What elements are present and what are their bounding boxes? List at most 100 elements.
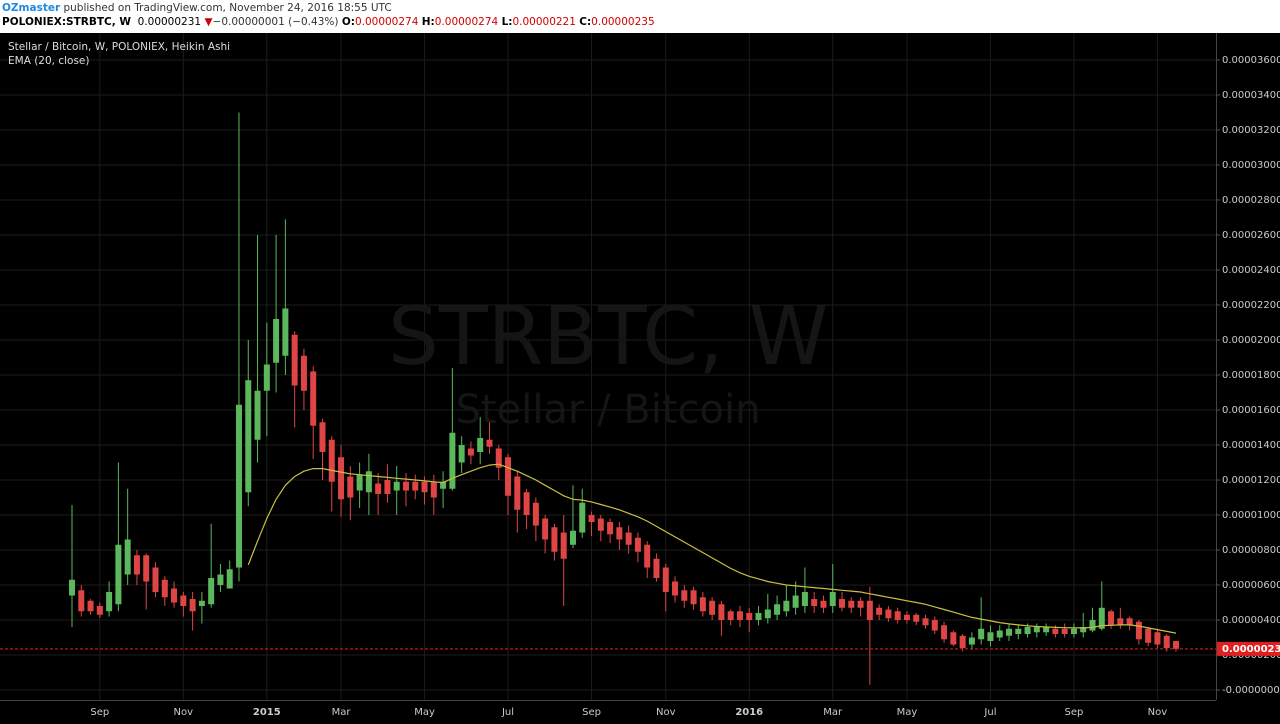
y-tick-label: 0.00001000	[1222, 510, 1280, 521]
background	[0, 33, 1280, 724]
x-tick-label: Jul	[983, 707, 996, 718]
candle-body	[1098, 607, 1105, 629]
candle-body	[894, 611, 901, 621]
candle-body	[885, 609, 892, 619]
candle-body	[727, 611, 734, 621]
ohlc-value: 0.00000274	[434, 16, 499, 28]
candle-body	[616, 527, 623, 540]
candle-body	[226, 569, 233, 589]
ema-line	[247, 463, 1177, 634]
candle-body	[189, 599, 196, 612]
candle-body	[208, 578, 215, 605]
candle-body	[699, 597, 706, 612]
candle-body	[430, 481, 437, 498]
x-tick-label: Nov	[1148, 707, 1168, 718]
last-price-badge	[1217, 641, 1280, 656]
candle-body	[347, 476, 354, 498]
candle-body	[978, 628, 985, 640]
candle-body	[607, 522, 614, 535]
candle-body	[523, 492, 530, 516]
candle-body	[903, 614, 910, 621]
x-tick-label: Jul	[501, 707, 514, 718]
header: OZmaster published on TradingView.com, N…	[0, 0, 1280, 33]
candle-body	[941, 625, 948, 640]
candle-body	[217, 574, 224, 586]
symbol: POLONIEX:STRBTC, W	[2, 16, 131, 28]
author[interactable]: OZmaster	[2, 2, 61, 14]
y-tick-label: 0.00003400	[1222, 90, 1280, 101]
x-tick-label: 2015	[253, 707, 281, 718]
arrow: ▼	[204, 16, 213, 28]
candle-body	[440, 481, 447, 489]
ohlc-label: C:	[579, 16, 592, 28]
candle-body	[393, 481, 400, 491]
x-tick-label: Sep	[582, 707, 601, 718]
candle-body	[1080, 627, 1087, 633]
candle-body	[783, 600, 790, 612]
candle-body	[820, 600, 827, 608]
candle-body	[310, 371, 317, 426]
candle-body	[1070, 628, 1077, 635]
candle-body	[672, 581, 679, 596]
candle-body	[876, 607, 883, 615]
y-tick-label: 0.00003200	[1222, 125, 1280, 136]
candle-body	[421, 481, 428, 493]
x-tick-label: Sep	[1065, 707, 1084, 718]
y-tick-label: 0.00000800	[1222, 545, 1280, 556]
x-tick-label: Nov	[174, 707, 194, 718]
candle-body	[96, 606, 103, 615]
candle-body	[1108, 611, 1115, 626]
candle-body	[300, 355, 307, 391]
y-tick-label: 0.00001600	[1222, 405, 1280, 416]
candle-body	[653, 558, 660, 579]
candle-body	[106, 592, 113, 612]
candle-body	[365, 471, 372, 493]
candle-body	[1126, 618, 1133, 626]
candle-body	[709, 600, 716, 615]
candle-body	[514, 476, 521, 510]
x-tick-label: Mar	[332, 707, 352, 718]
candle-body	[829, 592, 836, 607]
ohlc-label: O:	[341, 16, 355, 28]
candle-body	[245, 380, 252, 493]
candle-body	[681, 590, 688, 601]
y-tick-label: 0.00003600	[1222, 55, 1280, 66]
candle-body	[338, 457, 345, 500]
candle-body	[690, 590, 697, 605]
y-tick-label: 0.00002200	[1222, 300, 1280, 311]
candle-body	[792, 595, 799, 608]
candle-body	[495, 448, 502, 468]
candle-body	[1006, 628, 1013, 636]
ohlc-value: 0.00000221	[512, 16, 576, 28]
y-tick-label: 0.00002600	[1222, 230, 1280, 241]
x-tick-label: 2016	[735, 707, 763, 718]
candle-body	[467, 448, 474, 456]
watermark-symbol: STRBTC, W	[388, 290, 828, 383]
x-tick-label: Sep	[90, 707, 109, 718]
candle-body	[1135, 621, 1142, 640]
candle-body	[235, 404, 242, 568]
candle-body	[569, 530, 576, 545]
candle-body	[412, 481, 419, 491]
ohlc-value: 0.00000235	[591, 16, 655, 28]
candle-body	[922, 618, 929, 626]
candle-body	[866, 600, 873, 621]
candle-body	[551, 527, 558, 552]
candle-body	[1173, 641, 1179, 649]
candle-body	[542, 518, 549, 540]
candle-body	[1015, 628, 1022, 635]
candle-body	[579, 502, 586, 533]
y-tick-label: 0.00001200	[1222, 475, 1280, 486]
candle-body	[755, 613, 762, 621]
candle-body	[774, 604, 781, 615]
candle-body	[124, 539, 131, 575]
candle-body	[328, 439, 335, 482]
y-tick-label: 0.00003000	[1222, 160, 1280, 171]
x-tick-label: May	[897, 707, 918, 718]
legend-title: Stellar / Bitcoin, W, POLONIEX, Heikin A…	[8, 41, 230, 53]
candle-body	[505, 457, 512, 496]
y-tick-label: 0.00002800	[1222, 195, 1280, 206]
candle-body	[625, 532, 632, 545]
candle-body	[477, 437, 484, 452]
